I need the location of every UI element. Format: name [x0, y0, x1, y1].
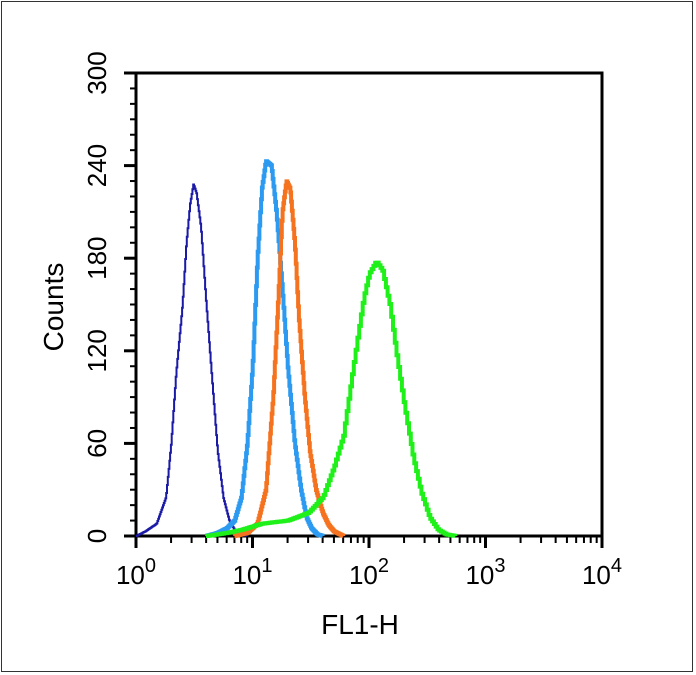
y-tick-label: 60 — [82, 429, 112, 458]
x-tick-label: 104 — [582, 555, 622, 590]
series-line-2 — [205, 159, 325, 538]
y-axis-title: Counts — [38, 263, 69, 352]
y-tick-label: 120 — [82, 329, 112, 372]
x-tick-label: 103 — [465, 555, 505, 590]
y-tick-label: 300 — [82, 51, 112, 94]
y-tick-label: 0 — [82, 529, 112, 543]
axis-ticks — [124, 71, 604, 548]
series-line-1 — [135, 183, 249, 537]
x-tick-label: 100 — [116, 555, 156, 590]
x-axis-title: FL1-H — [321, 609, 399, 640]
data-series — [135, 159, 458, 538]
x-tick-label: 101 — [232, 555, 272, 590]
tick-labels: 0 60 120 180 240 300 100 101 102 103 104 — [82, 51, 622, 590]
x-tick-label: 102 — [349, 555, 389, 590]
y-tick-label: 180 — [82, 237, 112, 280]
series-line-4 — [205, 260, 458, 538]
y-tick-label: 240 — [82, 144, 112, 187]
